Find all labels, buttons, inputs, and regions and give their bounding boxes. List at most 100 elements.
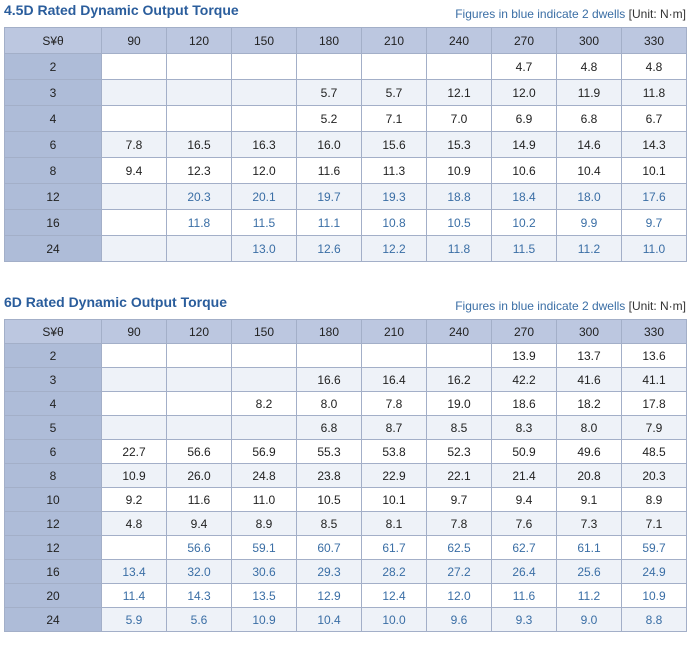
row-label: 12 (4, 535, 102, 560)
empty-cell (166, 235, 232, 262)
empty-cell (101, 343, 167, 368)
value-cell: 12.9 (296, 583, 362, 608)
value-cell: 7.1 (361, 105, 427, 132)
value-cell: 9.1 (556, 487, 622, 512)
column-header: S¥θ (4, 319, 102, 344)
empty-cell (101, 209, 167, 236)
value-cell: 5.6 (166, 607, 232, 632)
data-row: 6 7.8 16.5 16.3 16.0 15.6 15.3 14.9 14.6 14.3 (4, 131, 687, 158)
column-header: 180 (296, 319, 362, 344)
value-cell: 28.2 (361, 559, 427, 584)
value-cell: 14.3 (166, 583, 232, 608)
header-row: S¥θ 90 120 150 180 210 240 270 300 330 (4, 319, 687, 344)
column-header: 300 (556, 27, 622, 54)
value-cell: 23.8 (296, 463, 362, 488)
value-cell: 4.8 (101, 511, 167, 536)
empty-cell (166, 391, 232, 416)
value-cell: 11.5 (231, 209, 297, 236)
column-header: 120 (166, 319, 232, 344)
value-cell: 10.1 (621, 157, 687, 184)
table-title: 6D Rated Dynamic Output Torque (4, 294, 227, 310)
table-note: Figures in blue indicate 2 dwells [Unit:… (455, 7, 686, 21)
value-cell: 9.6 (426, 607, 492, 632)
value-cell: 61.7 (361, 535, 427, 560)
value-cell: 56.6 (166, 535, 232, 560)
value-cell: 11.2 (556, 235, 622, 262)
value-cell: 10.2 (491, 209, 557, 236)
data-row: 24 5.9 5.6 10.9 10.4 10.0 9.6 9.3 9.0 8.8 (4, 607, 687, 632)
row-label: 2 (4, 53, 102, 80)
value-cell: 10.9 (621, 583, 687, 608)
value-cell: 41.6 (556, 367, 622, 392)
value-cell: 5.7 (296, 79, 362, 106)
data-row: 16 13.4 32.0 30.6 29.3 28.2 27.2 26.4 25.6 24.9 (4, 559, 687, 584)
value-cell: 10.4 (296, 607, 362, 632)
data-row: 4 5.2 7.1 7.0 6.9 6.8 6.7 (4, 105, 687, 132)
value-cell: 18.8 (426, 183, 492, 210)
value-cell: 56.9 (231, 439, 297, 464)
empty-cell (166, 343, 232, 368)
table-title: 4.5D Rated Dynamic Output Torque (4, 2, 239, 18)
value-cell: 8.0 (296, 391, 362, 416)
empty-cell (231, 105, 297, 132)
row-label: 16 (4, 559, 102, 584)
empty-cell (101, 535, 167, 560)
value-cell: 12.2 (361, 235, 427, 262)
value-cell: 10.9 (426, 157, 492, 184)
empty-cell (101, 79, 167, 106)
value-cell: 13.9 (491, 343, 557, 368)
value-cell: 7.3 (556, 511, 622, 536)
row-label: 2 (4, 343, 102, 368)
value-cell: 8.9 (621, 487, 687, 512)
unit-note: [Unit: N·m] (628, 7, 686, 21)
value-cell: 49.6 (556, 439, 622, 464)
data-table: S¥θ 90 120 150 180 210 240 270 300 330 2 4.7 4.8 4.8 3… (4, 27, 687, 262)
column-header: 150 (231, 319, 297, 344)
value-cell: 16.0 (296, 131, 362, 158)
value-cell: 60.7 (296, 535, 362, 560)
value-cell: 9.0 (556, 607, 622, 632)
value-cell: 9.2 (101, 487, 167, 512)
empty-cell (296, 343, 362, 368)
value-cell: 8.9 (231, 511, 297, 536)
column-header: 330 (621, 27, 687, 54)
data-table: S¥θ 90 120 150 180 210 240 270 300 330 2 13.9 13.7 13… (4, 319, 687, 632)
value-cell: 12.6 (296, 235, 362, 262)
empty-cell (296, 53, 362, 80)
column-header: 270 (491, 319, 557, 344)
value-cell: 32.0 (166, 559, 232, 584)
value-cell: 8.3 (491, 415, 557, 440)
value-cell: 8.2 (231, 391, 297, 416)
value-cell: 30.6 (231, 559, 297, 584)
row-label: 3 (4, 79, 102, 106)
value-cell: 48.5 (621, 439, 687, 464)
value-cell: 17.8 (621, 391, 687, 416)
empty-cell (101, 391, 167, 416)
data-row: 6 22.7 56.6 56.9 55.3 53.8 52.3 50.9 49.6 48.5 (4, 439, 687, 464)
value-cell: 52.3 (426, 439, 492, 464)
row-label: 24 (4, 607, 102, 632)
row-label: 5 (4, 415, 102, 440)
value-cell: 8.7 (361, 415, 427, 440)
value-cell: 13.6 (621, 343, 687, 368)
empty-cell (231, 367, 297, 392)
value-cell: 18.4 (491, 183, 557, 210)
value-cell: 15.6 (361, 131, 427, 158)
column-header: 300 (556, 319, 622, 344)
value-cell: 13.7 (556, 343, 622, 368)
value-cell: 9.4 (491, 487, 557, 512)
value-cell: 9.9 (556, 209, 622, 236)
value-cell: 61.1 (556, 535, 622, 560)
column-header: 270 (491, 27, 557, 54)
value-cell: 10.9 (101, 463, 167, 488)
data-row: 12 56.6 59.1 60.7 61.7 62.5 62.7 61.1 59.7 (4, 535, 687, 560)
column-header: 240 (426, 319, 492, 344)
value-cell: 4.8 (556, 53, 622, 80)
value-cell: 15.3 (426, 131, 492, 158)
value-cell: 16.6 (296, 367, 362, 392)
value-cell: 11.4 (101, 583, 167, 608)
value-cell: 7.8 (101, 131, 167, 158)
value-cell: 9.7 (621, 209, 687, 236)
row-label: 20 (4, 583, 102, 608)
